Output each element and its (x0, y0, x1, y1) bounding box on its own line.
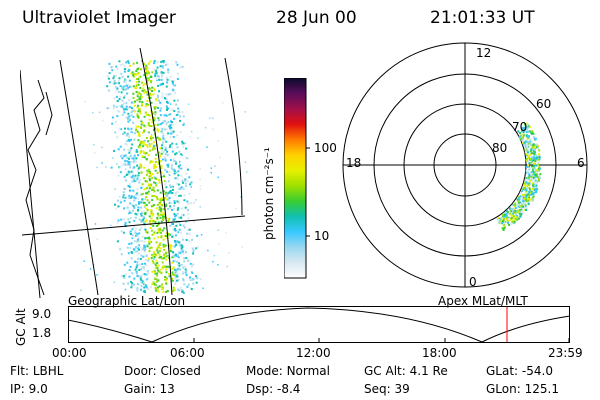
geographic-auroral-image (20, 47, 248, 299)
xtick-1200: 12:00 (296, 346, 331, 360)
polar-auroral-oval (496, 122, 542, 231)
xtick-1800: 18:00 (422, 346, 457, 360)
mlt-label-6: 6 (577, 156, 585, 170)
lat-label-70: 70 (512, 120, 528, 134)
polar-mlt-plot (342, 42, 588, 288)
altitude-plot-frame (68, 306, 570, 343)
seq-info: Seq: 39 (364, 382, 410, 396)
door-info: Door: Closed (124, 364, 201, 378)
mlt-label-18: 18 (346, 156, 362, 170)
altitude-ylabel: GC Alt (14, 308, 28, 346)
longitude-line (139, 47, 173, 296)
coastline (25, 79, 45, 296)
lat-label-80: 80 (492, 141, 508, 155)
lat-label-60: 60 (536, 97, 552, 111)
time-label: 21:01:33 UT (430, 8, 535, 28)
ip-info: IP: 9.0 (10, 382, 48, 396)
glon-info: GLon: 125.1 (486, 382, 559, 396)
instrument-title: Ultraviolet Imager (22, 8, 176, 28)
mlt-label-0: 0 (469, 275, 477, 289)
xtick-2359: 23:59 (548, 346, 583, 360)
altitude-ytick-high: 9.0 (32, 307, 52, 321)
xtick-0600: 06:00 (170, 346, 205, 360)
coastline (45, 91, 53, 136)
altitude-xticks (68, 338, 570, 342)
altitude-plot (68, 306, 571, 343)
dsp-info: Dsp: -8.4 (246, 382, 301, 396)
altitude-ytick-low: 1.8 (32, 326, 52, 340)
xtick-0000: 00:00 (52, 346, 87, 360)
altitude-curve (68, 307, 571, 343)
map-boundary (20, 69, 41, 299)
filter-info: Flt: LBHL (10, 364, 64, 378)
longitude-line (59, 59, 99, 296)
date-label: 28 Jun 00 (276, 8, 357, 28)
colorbar (284, 78, 310, 279)
gc-alt-info: GC Alt: 4.1 Re (364, 364, 448, 378)
geo-panel-label: Geographic Lat/Lon (68, 294, 186, 308)
auroral-emission-speckle (80, 60, 248, 294)
mlt-label-12: 12 (476, 46, 492, 60)
mode-info: Mode: Normal (246, 364, 330, 378)
colorbar-unit-label: photon cm⁻²s⁻¹ (262, 147, 276, 240)
gain-info: Gain: 13 (124, 382, 175, 396)
colorbar-tick-10: 10 (314, 229, 330, 243)
polar-panel-label: Apex MLat/MLT (438, 294, 528, 308)
glat-info: GLat: -54.0 (486, 364, 553, 378)
latitude-line (21, 215, 246, 236)
colorbar-tick-100: 100 (314, 141, 337, 155)
longitude-line (224, 57, 243, 216)
